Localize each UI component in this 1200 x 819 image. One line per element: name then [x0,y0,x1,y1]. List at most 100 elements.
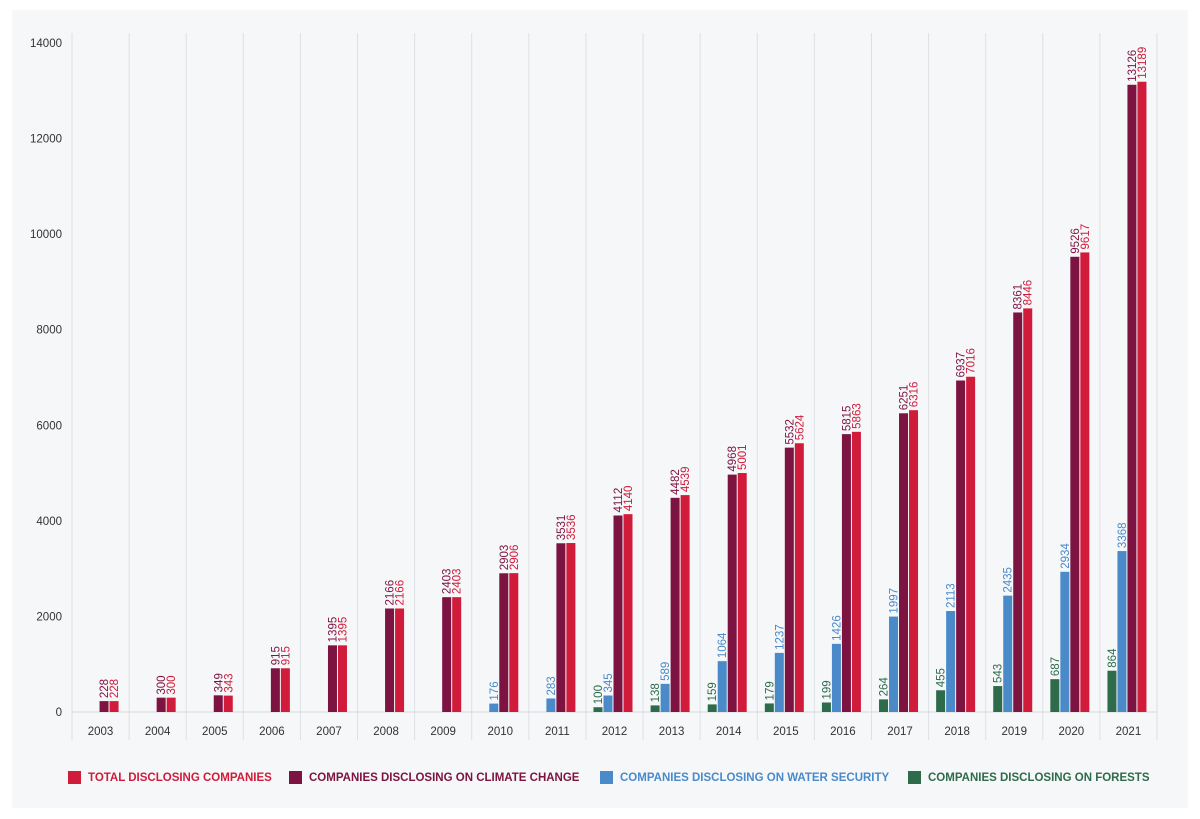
data-label: 343 [223,673,235,692]
data-label: 8446 [1023,280,1035,306]
bar-total-disclosing-companies-2012 [623,514,633,712]
data-label: 1064 [717,632,729,658]
legend-item: COMPANIES DISCLOSING ON CLIMATE CHANGE [289,771,579,784]
data-label: 6251 [899,385,911,411]
y-tick-label: 10000 [30,229,62,241]
bar-companies-disclosing-on-forests-2017 [879,699,889,712]
data-label: 2166 [395,580,407,606]
data-label: 2435 [1003,567,1015,593]
legend: TOTAL DISCLOSING COMPANIES COMPANIES DISC… [0,771,1200,787]
bar-companies-disclosing-on-climate-change-2018 [956,380,966,712]
legend-item: TOTAL DISCLOSING COMPANIES [68,771,272,784]
data-label: 7016 [966,348,978,374]
x-tick-label: 2006 [259,726,285,738]
x-tick-label: 2016 [830,726,856,738]
bar-companies-disclosing-on-climate-change-2007 [327,645,337,712]
data-label: 2113 [946,583,958,608]
bar-companies-disclosing-on-forests-2012 [593,707,603,712]
data-label: 2166 [385,580,397,606]
bar-total-disclosing-companies-2020 [1080,252,1090,713]
legend-label: TOTAL DISCLOSING COMPANIES [88,771,272,784]
data-label: 159 [707,682,719,701]
data-label: 228 [109,679,121,698]
data-label: 283 [546,676,558,695]
y-tick-label: 8000 [36,325,62,337]
bar-companies-disclosing-on-forests-2014 [707,704,717,712]
x-tick-label: 2004 [145,726,171,738]
data-label: 176 [489,681,501,700]
data-label: 345 [603,673,615,692]
chart-panel [12,10,1188,808]
bar-companies-disclosing-on-water-security-2016 [831,643,841,712]
bar-companies-disclosing-on-water-security-2019 [1003,595,1013,712]
bar-companies-disclosing-on-forests-2021 [1107,670,1117,712]
x-tick-label: 2009 [430,726,456,738]
bar-total-disclosing-companies-2015 [794,443,804,712]
data-label: 1395 [327,617,339,643]
legend-swatch [68,771,81,784]
legend-item: COMPANIES DISCLOSING ON WATER SECURITY [600,771,889,784]
data-label: 1426 [831,615,843,641]
data-label: 5624 [794,414,806,440]
bar-companies-disclosing-on-water-security-2017 [889,616,899,712]
bar-companies-disclosing-on-forests-2018 [936,690,946,712]
x-tick-label: 2020 [1059,726,1085,738]
y-tick-label: 2000 [36,611,62,623]
data-label: 8361 [1013,284,1025,310]
bar-total-disclosing-companies-2008 [395,608,405,712]
data-label: 1395 [337,617,349,643]
y-tick-label: 12000 [30,134,62,146]
data-label: 2906 [509,545,521,571]
bar-companies-disclosing-on-climate-change-2020 [1070,256,1080,712]
data-label: 455 [936,668,948,687]
data-label: 3531 [556,515,568,541]
data-label: 9617 [1080,224,1092,250]
legend-label: COMPANIES DISCLOSING ON FORESTS [928,771,1150,784]
x-tick-label: 2013 [659,726,685,738]
x-tick-label: 2005 [202,726,228,738]
bar-total-disclosing-companies-2014 [737,473,747,712]
bar-companies-disclosing-on-climate-change-2010 [499,573,509,712]
data-label: 4112 [613,488,625,513]
data-label: 2903 [499,545,511,571]
data-label: 4968 [727,446,739,472]
bar-companies-disclosing-on-water-security-2018 [946,611,956,712]
y-tick-label: 4000 [36,516,62,528]
bar-companies-disclosing-on-climate-change-2017 [899,413,909,712]
bar-companies-disclosing-on-forests-2015 [764,703,774,712]
legend-swatch [600,771,613,784]
x-tick-label: 2014 [716,726,742,738]
x-tick-label: 2010 [487,726,513,738]
bar-total-disclosing-companies-2007 [337,645,347,712]
bar-companies-disclosing-on-forests-2019 [993,686,1003,712]
bar-companies-disclosing-on-climate-change-2021 [1127,84,1137,713]
legend-label: COMPANIES DISCLOSING ON WATER SECURITY [620,771,890,784]
data-label: 300 [156,675,168,694]
legend-label: COMPANIES DISCLOSING ON CLIMATE CHANGE [309,771,580,784]
data-label: 864 [1107,648,1119,668]
bar-companies-disclosing-on-climate-change-2014 [727,474,737,712]
data-label: 2403 [442,569,454,595]
data-label: 228 [99,679,111,698]
bar-total-disclosing-companies-2018 [966,376,976,712]
data-label: 5815 [841,406,853,432]
bar-companies-disclosing-on-climate-change-2008 [385,608,395,712]
data-label: 5001 [737,444,749,470]
data-label: 2403 [452,569,464,595]
bar-companies-disclosing-on-water-security-2013 [660,683,670,712]
bar-total-disclosing-companies-2013 [680,495,690,712]
data-label: 915 [280,646,292,665]
bar-total-disclosing-companies-2010 [509,573,519,712]
x-tick-label: 2012 [602,726,628,738]
bar-companies-disclosing-on-water-security-2014 [717,661,727,712]
bar-companies-disclosing-on-climate-change-2009 [442,597,452,712]
data-label: 199 [821,680,833,699]
data-label: 179 [764,681,776,700]
bar-companies-disclosing-on-water-security-2020 [1060,571,1070,712]
data-label: 2934 [1060,543,1072,569]
bar-total-disclosing-companies-2011 [566,543,576,712]
legend-swatch [908,771,921,784]
bar-companies-disclosing-on-climate-change-2015 [784,447,794,712]
data-label: 138 [650,683,662,702]
bar-companies-disclosing-on-forests-2020 [1050,679,1060,712]
